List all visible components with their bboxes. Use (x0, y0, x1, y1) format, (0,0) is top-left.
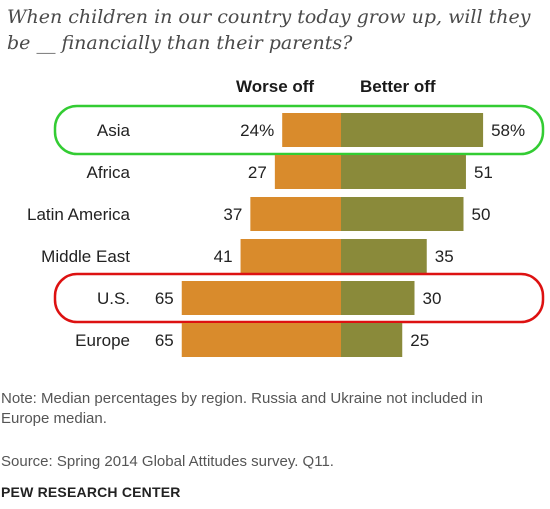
highlight-outline-asia (53, 104, 545, 156)
bar-better-asia (341, 113, 484, 147)
value-label-worse-europe: 65 (155, 331, 174, 350)
chart-title: When children in our country today grow … (7, 6, 531, 54)
note-text: Note: Median percentages by region. Russ… (1, 390, 483, 427)
value-label-worse-middle-east: 41 (214, 247, 233, 266)
bar-worse-europe (181, 323, 341, 357)
bar-better-latin-america (341, 197, 464, 231)
highlight-outline-u-s (53, 272, 545, 324)
bar-worse-africa (274, 155, 341, 189)
bar-worse-asia (282, 113, 341, 147)
value-label-better-europe: 25 (410, 331, 429, 350)
value-label-worse-africa: 27 (248, 163, 267, 182)
bar-better-africa (341, 155, 466, 189)
category-label-asia: Asia (97, 121, 131, 140)
category-label-africa: Africa (87, 163, 131, 182)
category-label-europe: Europe (75, 331, 130, 350)
value-label-worse-u-s: 65 (155, 289, 174, 308)
source-text: Source: Spring 2014 Global Attitudes sur… (1, 453, 334, 470)
bar-better-middle-east (341, 239, 427, 273)
value-label-better-africa: 51 (474, 163, 493, 182)
bar-worse-middle-east (240, 239, 341, 273)
value-label-better-latin-america: 50 (472, 205, 491, 224)
value-label-better-asia: 58% (491, 121, 525, 140)
bar-better-europe (341, 323, 403, 357)
bar-worse-u-s (181, 281, 341, 315)
bar-better-u-s (341, 281, 415, 315)
legend-better-off: Better off (360, 77, 436, 96)
value-label-worse-latin-america: 37 (223, 205, 242, 224)
bar-worse-latin-america (250, 197, 341, 231)
value-label-better-u-s: 30 (423, 289, 442, 308)
pew-logo-text: PEW RESEARCH CENTER (1, 484, 181, 500)
category-label-latin-america: Latin America (27, 205, 131, 224)
legend-worse-off: Worse off (236, 77, 315, 96)
value-label-worse-asia: 24% (240, 121, 274, 140)
category-label-middle-east: Middle East (41, 247, 130, 266)
category-label-u-s: U.S. (97, 289, 130, 308)
value-label-better-middle-east: 35 (435, 247, 454, 266)
